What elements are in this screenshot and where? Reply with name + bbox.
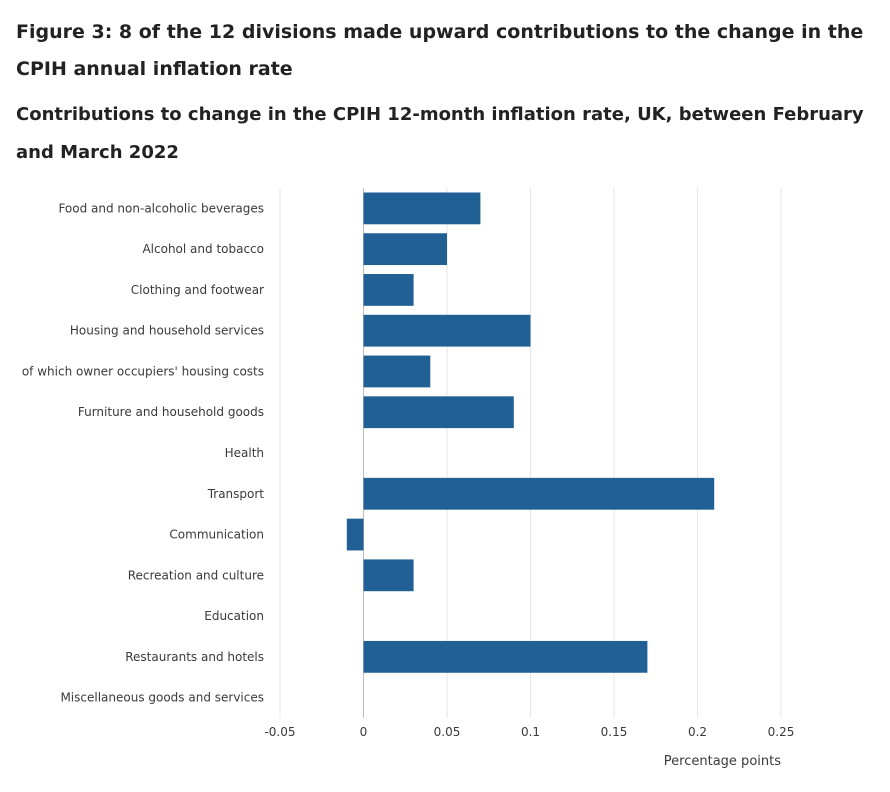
bar	[346, 518, 364, 551]
x-tick-label: 0.15	[601, 725, 628, 739]
x-tick-label: 0.05	[434, 725, 461, 739]
bar	[363, 640, 648, 673]
bar	[363, 192, 481, 225]
x-tick-label: 0.2	[688, 725, 707, 739]
category-label: of which owner occupiers' housing costs	[22, 364, 264, 378]
x-tick-label: 0.25	[768, 725, 795, 739]
category-label: Transport	[207, 487, 265, 501]
bar	[363, 396, 514, 429]
category-label: Alcohol and tobacco	[142, 242, 264, 256]
category-label: Health	[225, 446, 264, 460]
x-tick-label: -0.05	[264, 725, 295, 739]
x-axis-title: Percentage points	[664, 754, 781, 769]
category-label: Education	[204, 609, 264, 623]
category-label: Clothing and footwear	[131, 283, 264, 297]
category-label: Communication	[169, 528, 264, 542]
category-label: Recreation and culture	[128, 568, 264, 582]
category-label: Restaurants and hotels	[125, 650, 264, 664]
bar	[363, 274, 414, 306]
x-tick-label: 0.1	[521, 725, 540, 739]
bar	[363, 559, 414, 592]
category-label: Food and non-alcoholic beverages	[58, 201, 264, 215]
gridlines	[279, 188, 782, 718]
contributions-bar-chart: Food and non-alcoholic beverages Alcohol …	[22, 188, 794, 769]
x-tick-label: 0	[360, 725, 368, 739]
figure-subtitle: Contributions to change in the CPIH 12-m…	[16, 104, 864, 163]
figure-title: Figure 3: 8 of the 12 divisions made upw…	[16, 21, 864, 80]
category-label: Housing and household services	[70, 324, 264, 338]
category-label: Furniture and household goods	[78, 405, 264, 419]
category-label: Miscellaneous goods and services	[60, 691, 264, 705]
category-labels: Food and non-alcoholic beverages Alcohol …	[22, 201, 264, 704]
bar	[363, 355, 431, 388]
bars	[346, 192, 715, 673]
bar	[363, 233, 447, 266]
bar	[363, 314, 531, 347]
bar	[363, 477, 715, 510]
x-tick-labels: -0.05 0 0.05 0.1 0.15 0.2 0.25	[264, 725, 794, 739]
